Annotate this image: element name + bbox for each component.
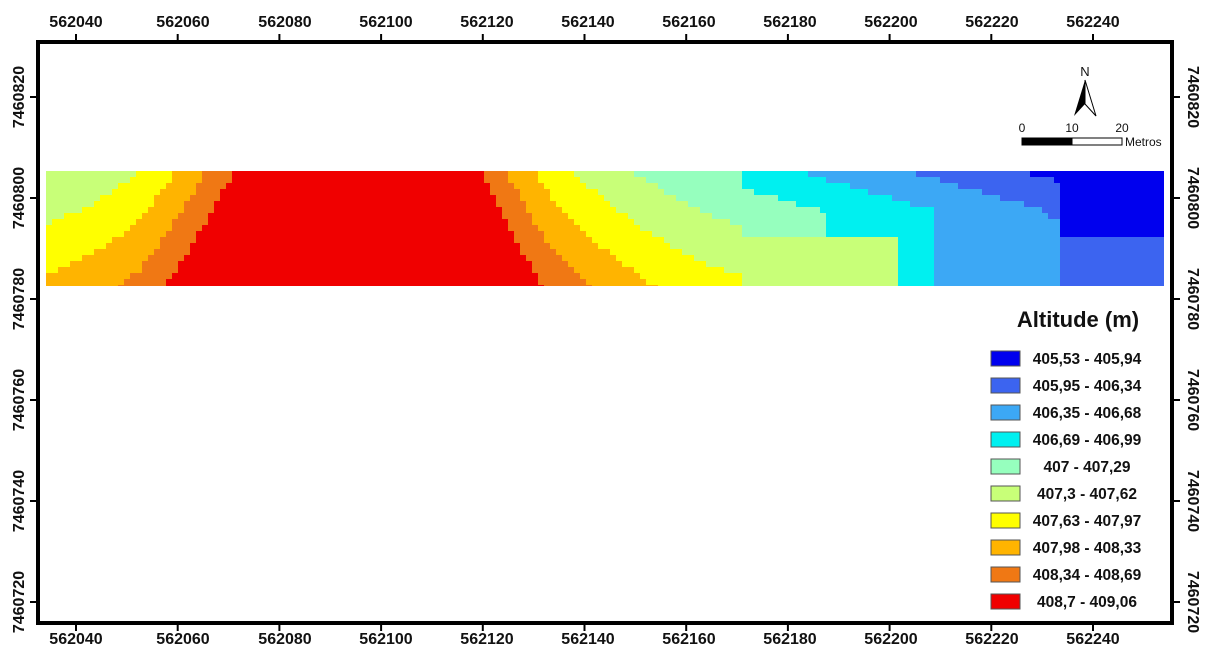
tick-marks bbox=[30, 34, 1180, 631]
x-tick-bottom: 562180 bbox=[763, 631, 816, 648]
x-tick-bottom: 562080 bbox=[258, 631, 311, 648]
x-tick-bottom: 562220 bbox=[965, 631, 1018, 648]
x-tick-bottom: 562100 bbox=[359, 631, 412, 648]
y-tick-left: 7460760 bbox=[11, 369, 28, 431]
x-tick-bottom: 562160 bbox=[662, 631, 715, 648]
x-tick-top: 562220 bbox=[965, 14, 1018, 31]
y-tick-left: 7460740 bbox=[11, 470, 28, 532]
x-tick-top: 562240 bbox=[1066, 14, 1119, 31]
y-tick-left: 7460720 bbox=[11, 571, 28, 633]
x-tick-top: 562180 bbox=[763, 14, 816, 31]
y-tick-right: 7460760 bbox=[1184, 369, 1201, 431]
x-tick-bottom: 562120 bbox=[460, 631, 513, 648]
scale-bar: 0 10 20 Metros bbox=[1019, 121, 1162, 149]
north-arrow: N bbox=[1074, 64, 1097, 117]
y-tick-left: 7460800 bbox=[11, 167, 28, 229]
map-frame bbox=[36, 40, 1174, 625]
legend-label: 407,63 - 407,97 bbox=[1033, 513, 1142, 530]
scale-unit: Metros bbox=[1125, 135, 1162, 149]
legend-swatch bbox=[990, 404, 1021, 421]
north-label: N bbox=[1080, 64, 1089, 79]
scale-segment-black bbox=[1021, 137, 1073, 146]
scale-segment-white bbox=[1071, 137, 1123, 146]
legend-label: 408,34 - 408,69 bbox=[1033, 567, 1142, 584]
x-tick-top: 562140 bbox=[561, 14, 614, 31]
x-tick-top: 562060 bbox=[156, 14, 209, 31]
x-tick-top: 562160 bbox=[662, 14, 715, 31]
legend-label: 406,35 - 406,68 bbox=[1033, 405, 1142, 422]
legend-swatch bbox=[990, 566, 1021, 583]
x-tick-top: 562100 bbox=[359, 14, 412, 31]
y-tick-right: 7460820 bbox=[1184, 66, 1201, 128]
y-tick-right: 7460800 bbox=[1184, 167, 1201, 229]
legend-label: 407,98 - 408,33 bbox=[1033, 540, 1142, 557]
altitude-raster bbox=[46, 171, 1164, 286]
x-tick-bottom: 562240 bbox=[1066, 631, 1119, 648]
legend-label: 405,53 - 405,94 bbox=[1033, 351, 1142, 368]
legend-swatch bbox=[990, 539, 1021, 556]
x-tick-top: 562200 bbox=[864, 14, 917, 31]
scale-label-10: 10 bbox=[1065, 121, 1079, 135]
y-tick-right: 7460720 bbox=[1184, 571, 1201, 633]
x-tick-bottom: 562060 bbox=[156, 631, 209, 648]
north-arrow-icon bbox=[1074, 79, 1097, 117]
legend-title: Altitude (m) bbox=[1017, 307, 1139, 332]
x-tick-bottom: 562140 bbox=[561, 631, 614, 648]
legend-swatch bbox=[990, 512, 1021, 529]
x-tick-bottom: 562040 bbox=[49, 631, 102, 648]
legend-label: 406,69 - 406,99 bbox=[1033, 432, 1142, 449]
legend-label: 405,95 - 406,34 bbox=[1033, 378, 1142, 395]
scale-label-20: 20 bbox=[1115, 121, 1129, 135]
y-tick-left: 7460780 bbox=[11, 268, 28, 330]
x-axis-top: 562040 562060 562080 562100 562120 56214… bbox=[49, 14, 1119, 31]
legend-items: 405,53 - 405,94 405,95 - 406,34 406,35 - 4… bbox=[990, 350, 1142, 611]
x-tick-top: 562120 bbox=[460, 14, 513, 31]
y-axis-left: 7460820 7460800 7460780 7460760 7460740 … bbox=[11, 66, 28, 633]
x-tick-top: 562080 bbox=[258, 14, 311, 31]
x-tick-bottom: 562200 bbox=[864, 631, 917, 648]
legend-label: 407 - 407,29 bbox=[1043, 459, 1130, 476]
y-axis-right: 7460820 7460800 7460780 7460760 7460740 … bbox=[1184, 66, 1201, 633]
legend-swatch bbox=[990, 458, 1021, 475]
legend-swatch bbox=[990, 431, 1021, 448]
y-tick-left: 7460820 bbox=[11, 66, 28, 128]
legend-swatch bbox=[990, 485, 1021, 502]
legend-swatch bbox=[990, 593, 1021, 610]
x-tick-top: 562040 bbox=[49, 14, 102, 31]
x-axis-bottom: 562040 562060 562080 562100 562120 56214… bbox=[49, 631, 1119, 648]
y-tick-right: 7460740 bbox=[1184, 470, 1201, 532]
legend-label: 407,3 - 407,62 bbox=[1037, 486, 1137, 503]
legend-swatch bbox=[990, 377, 1021, 394]
legend-label: 408,7 - 409,06 bbox=[1037, 594, 1137, 611]
legend: Altitude (m) 405,53 - 405,94 405,95 - 406… bbox=[990, 307, 1142, 611]
legend-swatch bbox=[990, 350, 1021, 367]
scale-label-0: 0 bbox=[1019, 121, 1026, 135]
y-tick-right: 7460780 bbox=[1184, 268, 1201, 330]
